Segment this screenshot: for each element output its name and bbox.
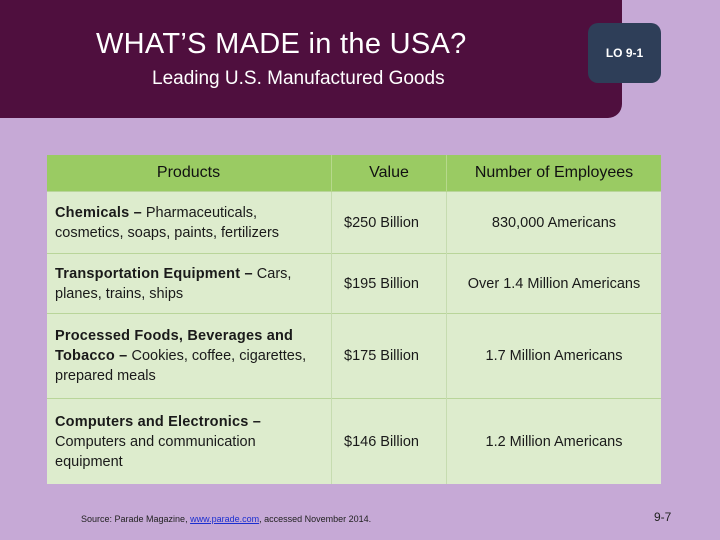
table-row: Transportation Equipment – Cars, planes,… bbox=[47, 253, 661, 314]
column-header-value: Value bbox=[331, 155, 447, 192]
employees-cell: 1.7 Million Americans bbox=[446, 313, 661, 399]
table-row: Chemicals – Pharmaceuticals, cosmetics, … bbox=[47, 191, 661, 254]
product-category: Chemicals – bbox=[55, 204, 142, 221]
value-cell: $195 Billion bbox=[331, 253, 447, 314]
product-category: Transportation Equipment – bbox=[55, 265, 253, 282]
table-header-row: Products Value Number of Employees bbox=[47, 155, 661, 192]
employees-cell: 830,000 Americans bbox=[446, 191, 661, 254]
value-cell: $146 Billion bbox=[331, 398, 447, 484]
title-banner: WHAT’S MADE in the USA? Leading U.S. Man… bbox=[0, 0, 622, 118]
source-suffix: , accessed November 2014. bbox=[259, 514, 372, 524]
learning-objective-badge: LO 9-1 bbox=[588, 23, 661, 83]
table-row: Computers and Electronics – Computers an… bbox=[47, 398, 661, 484]
product-cell: Transportation Equipment – Cars, planes,… bbox=[47, 253, 332, 314]
source-link[interactable]: www.parade.com bbox=[190, 514, 260, 524]
table-row: Processed Foods, Beverages and Tobacco –… bbox=[47, 313, 661, 399]
product-examples: Pharmaceuticals, cosmetics, soaps, paint… bbox=[55, 204, 280, 241]
product-examples: Computers and communication equipment bbox=[55, 433, 256, 470]
product-cell: Processed Foods, Beverages and Tobacco –… bbox=[47, 313, 332, 399]
product-examples: Cookies, coffee, cigarettes, prepared me… bbox=[55, 348, 307, 384]
page-title: WHAT’S MADE in the USA? bbox=[96, 28, 467, 60]
page-number: 9-7 bbox=[654, 510, 672, 524]
column-header-employees: Number of Employees bbox=[446, 155, 661, 192]
manufactured-goods-table: Products Value Number of Employees Chemi… bbox=[47, 155, 661, 484]
product-category: Processed Foods, Beverages and Tobacco – bbox=[55, 328, 294, 364]
value-cell: $175 Billion bbox=[331, 313, 447, 399]
source-prefix: Source: Parade Magazine, bbox=[81, 514, 191, 524]
employees-cell: 1.2 Million Americans bbox=[446, 398, 661, 484]
product-examples: Cars, planes, trains, ships bbox=[55, 265, 292, 302]
product-cell: Computers and Electronics – Computers an… bbox=[47, 398, 332, 484]
page-subtitle: Leading U.S. Manufactured Goods bbox=[152, 68, 445, 89]
source-citation: Source: Parade Magazine, www.parade.com,… bbox=[81, 514, 371, 524]
employees-cell: Over 1.4 Million Americans bbox=[446, 253, 661, 314]
column-header-products: Products bbox=[47, 155, 332, 192]
value-cell: $250 Billion bbox=[331, 191, 447, 254]
product-cell: Chemicals – Pharmaceuticals, cosmetics, … bbox=[47, 191, 332, 254]
product-category: Computers and Electronics – bbox=[55, 413, 262, 430]
